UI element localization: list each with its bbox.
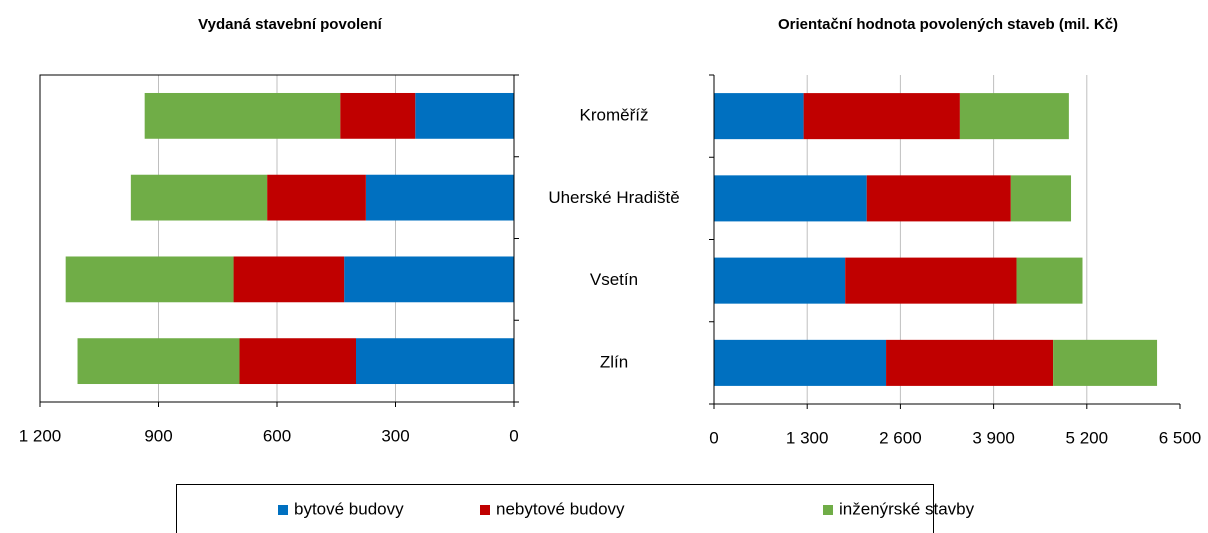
x-tick-label: 1 300 bbox=[786, 428, 829, 447]
bar-segment bbox=[1053, 339, 1158, 386]
bar-segment bbox=[714, 257, 846, 304]
bar-segment bbox=[415, 92, 514, 139]
x-tick-label: 5 200 bbox=[1066, 428, 1109, 447]
bar-segment bbox=[959, 93, 1069, 140]
bar-segment bbox=[239, 338, 356, 385]
bar-segment bbox=[1010, 175, 1072, 222]
x-tick-label: 6 500 bbox=[1159, 428, 1202, 447]
bar-segment bbox=[845, 257, 1017, 304]
chart-title: Vydaná stavební povolení bbox=[198, 16, 382, 33]
category-label: Vsetín bbox=[590, 270, 638, 289]
bar-segment bbox=[77, 338, 240, 385]
x-tick-label: 1 200 bbox=[19, 426, 62, 445]
bar-segment bbox=[714, 339, 887, 386]
x-tick-label: 300 bbox=[381, 426, 409, 445]
legend-label: bytové budovy bbox=[294, 499, 404, 518]
chart-title: Orientační hodnota povolených staveb (mi… bbox=[778, 16, 1118, 33]
category-label: Uherské Hradiště bbox=[548, 188, 679, 207]
category-label: Zlín bbox=[600, 352, 628, 371]
bar-segment bbox=[1016, 257, 1083, 304]
legend-label: nebytové budovy bbox=[496, 499, 625, 518]
bar-segment bbox=[344, 256, 514, 303]
bar-segment bbox=[803, 93, 960, 140]
bar-segment bbox=[130, 174, 268, 221]
x-tick-label: 0 bbox=[709, 428, 718, 447]
bar-segment bbox=[356, 338, 514, 385]
bar-segment bbox=[866, 175, 1011, 222]
bar-segment bbox=[65, 256, 234, 303]
bar-segment bbox=[365, 174, 514, 221]
x-tick-label: 900 bbox=[144, 426, 172, 445]
x-tick-label: 3 900 bbox=[972, 428, 1015, 447]
legend-swatch bbox=[823, 505, 833, 515]
bar-segment bbox=[267, 174, 366, 221]
category-label: Kroměříž bbox=[580, 106, 649, 125]
plot-frame bbox=[39, 74, 515, 403]
legend-swatch bbox=[278, 505, 288, 515]
legend-swatch bbox=[480, 505, 490, 515]
x-tick-label: 600 bbox=[263, 426, 291, 445]
bar-segment bbox=[340, 92, 416, 139]
bar-segment bbox=[144, 92, 341, 139]
legend-frame bbox=[176, 484, 934, 533]
bar-segment bbox=[233, 256, 345, 303]
x-tick-label: 0 bbox=[509, 426, 518, 445]
bar-segment bbox=[886, 339, 1054, 386]
legend-label: inženýrské stavby bbox=[839, 499, 975, 518]
bar-segment bbox=[714, 93, 804, 140]
bar-segment bbox=[714, 175, 867, 222]
x-tick-label: 2 600 bbox=[879, 428, 922, 447]
